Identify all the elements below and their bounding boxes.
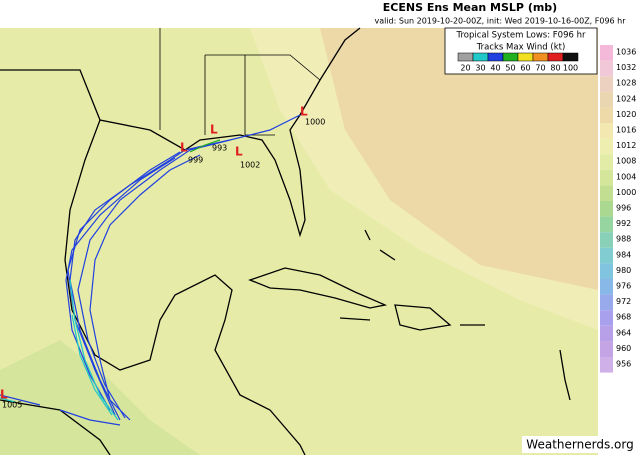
colorbar-swatch (600, 201, 613, 217)
pressure-field (320, 28, 598, 290)
track-label: 60 (520, 64, 530, 73)
low-label: 999 (188, 156, 203, 165)
colorbar-swatch (600, 60, 613, 77)
storm-tracks (0, 114, 301, 426)
colorbar-swatch (600, 263, 613, 279)
low-label: 1000 (305, 118, 325, 127)
colorbar-label: 1020 (616, 110, 636, 119)
colorbar-swatch (600, 185, 613, 201)
low-label: 1005 (2, 401, 22, 410)
track-swatch (487, 52, 504, 62)
colorbar-label: 980 (616, 266, 631, 275)
colorbar-swatch (600, 123, 613, 139)
track-label: 80 (550, 64, 560, 73)
storm-track (69, 279, 119, 421)
colorbar-label: 968 (616, 313, 631, 322)
colorbar-label: 960 (616, 344, 631, 353)
colorbar-label: 992 (616, 219, 631, 228)
colorbar-swatch (600, 357, 613, 373)
track-swatch (562, 52, 579, 62)
low-symbol: L (180, 141, 188, 155)
low-label: 1002 (240, 161, 260, 170)
colorbar-swatch (600, 154, 613, 170)
colorbar-swatch (600, 294, 613, 311)
colorbar-label: 1012 (616, 141, 636, 150)
low-symbol: L (235, 145, 243, 159)
colorbar-swatch (600, 76, 613, 92)
colorbar-swatch (600, 91, 613, 108)
colorbar-swatch (600, 138, 613, 155)
colorbar-swatch (600, 325, 613, 342)
colorbar: 1036 1032 1028 1024 1020 1016 1012 1008 1004 1000… (600, 45, 636, 373)
legend-title: Tropical System Lows: F096 hr (456, 31, 586, 41)
low-label: 993 (212, 144, 227, 153)
colorbar-label: 1028 (616, 79, 636, 88)
colorbar-swatch (600, 279, 613, 295)
colorbar-label: 1000 (616, 188, 636, 197)
storm-track (59, 409, 121, 426)
colorbar-swatch (600, 107, 613, 123)
colorbar-label: 1016 (616, 126, 636, 135)
colorbar-swatch (600, 247, 613, 264)
colorbar-swatch (600, 341, 613, 357)
storm-track (184, 114, 301, 151)
state-borders (159, 28, 321, 136)
storm-track (89, 154, 201, 421)
track-swatch (517, 52, 534, 62)
storm-track (71, 314, 113, 416)
track-label: 20 (460, 64, 470, 73)
track-swatch (502, 52, 519, 62)
colorbar-label: 972 (616, 297, 631, 306)
colorbar-label: 1004 (616, 172, 636, 181)
track-swatch (532, 52, 549, 62)
storm-track (189, 139, 221, 153)
colorbar-label: 964 (616, 328, 631, 337)
colorbar-label: 1036 (616, 48, 636, 57)
map (0, 27, 598, 456)
colorbar-label: 1008 (616, 157, 636, 166)
low-symbol: L (300, 105, 308, 119)
colorbar-swatch (600, 169, 613, 186)
storm-track (69, 149, 186, 421)
track-swatch (457, 52, 474, 62)
track-swatch (547, 52, 564, 62)
track-label: 50 (505, 64, 515, 73)
colorbar-label: 984 (616, 250, 631, 259)
legend: Tropical System Lows: F096 hr Tracks Max… (444, 27, 598, 75)
storm-track (0, 397, 16, 403)
colorbar-label: 996 (616, 204, 631, 213)
track-swatch (472, 52, 489, 62)
track-label: 70 (535, 64, 545, 73)
colorbar-label: 1032 (616, 63, 636, 72)
colorbar-label: 988 (616, 235, 631, 244)
title: ECENS Ens Mean MSLP (mb) (383, 1, 557, 14)
colorbar-label: 976 (616, 282, 631, 291)
watermark-bg (522, 436, 638, 453)
storm-track (65, 157, 176, 411)
subtitle: valid: Sun 2019-10-20-00Z, init: Wed 201… (374, 17, 626, 26)
track-label: 30 (475, 64, 485, 73)
watermark: Weathernerds.org (526, 438, 633, 452)
low-symbol: L (0, 388, 8, 402)
colorbar-swatch (600, 310, 613, 326)
colorbar-swatch (600, 45, 613, 61)
track-swatches: 20 30 40 50 60 70 80 100 (457, 52, 579, 73)
legend-subtitle: Tracks Max Wind (kt) (476, 43, 566, 53)
coastlines (0, 27, 571, 456)
track-label: 40 (490, 64, 500, 73)
storm-track (0, 394, 41, 406)
track-label: 100 (563, 64, 578, 73)
colorbar-swatch (600, 216, 613, 233)
storm-track (67, 151, 181, 416)
storm-track (77, 139, 231, 419)
colorbar-swatch (600, 232, 613, 248)
colorbar-label: 1024 (616, 94, 636, 103)
legend-box (444, 27, 598, 75)
low-symbol: L (210, 123, 218, 137)
colorbar-label: 956 (616, 360, 631, 369)
